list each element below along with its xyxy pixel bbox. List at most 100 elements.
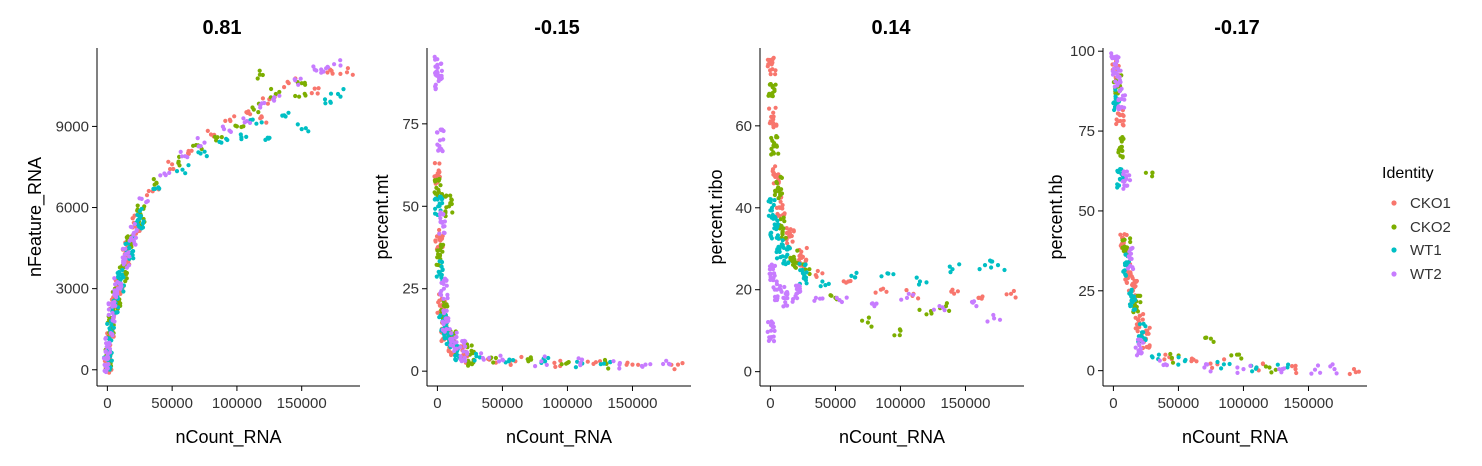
data-point xyxy=(924,280,929,285)
data-point xyxy=(1129,293,1134,298)
data-point xyxy=(1183,357,1188,363)
data-point xyxy=(120,246,125,251)
data-point xyxy=(829,293,834,298)
data-point xyxy=(437,315,442,320)
data-point xyxy=(776,151,781,156)
data-point xyxy=(439,338,444,344)
data-point xyxy=(158,173,163,178)
data-point xyxy=(768,232,773,237)
data-point xyxy=(529,357,534,362)
data-point xyxy=(947,308,952,313)
panel-title: -0.15 xyxy=(534,17,580,39)
data-point xyxy=(881,286,886,291)
data-point xyxy=(110,332,115,337)
data-point xyxy=(437,303,442,308)
data-point xyxy=(139,196,144,201)
legend-label-wt2: WT2 xyxy=(1410,266,1442,283)
data-point xyxy=(131,256,136,261)
data-point xyxy=(135,212,140,217)
data-point xyxy=(462,338,467,343)
data-point xyxy=(533,364,538,369)
data-point xyxy=(316,86,321,91)
data-point xyxy=(891,272,896,277)
data-point xyxy=(443,316,448,321)
data-point xyxy=(1128,239,1133,245)
data-point xyxy=(257,68,262,73)
data-point xyxy=(106,342,112,347)
data-point xyxy=(848,278,853,284)
data-point xyxy=(171,166,176,172)
data-point xyxy=(785,296,790,301)
data-point xyxy=(1273,367,1278,372)
data-point xyxy=(1137,322,1142,327)
data-point xyxy=(785,241,790,246)
data-point xyxy=(780,206,785,211)
data-point xyxy=(771,278,776,283)
data-point xyxy=(773,164,778,169)
data-point xyxy=(797,261,802,266)
data-point xyxy=(1248,363,1253,368)
data-point xyxy=(448,201,453,206)
data-point xyxy=(553,364,558,369)
data-point xyxy=(1121,123,1126,128)
data-point xyxy=(1121,179,1126,184)
data-point xyxy=(865,320,871,325)
data-point xyxy=(439,68,444,73)
data-point xyxy=(123,279,128,284)
data-point xyxy=(611,359,616,364)
data-point xyxy=(1113,79,1118,84)
y-tick-label: 0 xyxy=(1087,363,1095,380)
data-point xyxy=(771,151,777,156)
data-point xyxy=(131,230,136,235)
data-point xyxy=(630,362,635,367)
data-point xyxy=(804,270,809,275)
data-point xyxy=(771,285,776,290)
data-point xyxy=(332,62,337,67)
data-point xyxy=(153,186,158,191)
data-point xyxy=(448,193,453,198)
data-point xyxy=(277,89,282,95)
data-point xyxy=(1120,148,1125,153)
x-tick-label: 50000 xyxy=(482,395,524,412)
data-point xyxy=(1137,313,1142,318)
data-point xyxy=(1116,55,1121,60)
data-point xyxy=(1334,371,1339,376)
x-tick-label: 50000 xyxy=(151,395,193,412)
data-point xyxy=(119,272,125,277)
data-point xyxy=(325,70,330,75)
data-point xyxy=(438,216,443,221)
data-point xyxy=(491,360,496,365)
data-point xyxy=(1127,178,1133,183)
data-point xyxy=(436,189,441,195)
data-point xyxy=(453,335,458,340)
data-point xyxy=(138,214,143,219)
data-point xyxy=(800,267,805,273)
data-point xyxy=(559,362,564,367)
data-point xyxy=(438,219,443,224)
data-point xyxy=(1235,365,1240,370)
x-tick-label: 150000 xyxy=(1283,395,1333,412)
data-point xyxy=(265,135,270,140)
data-point xyxy=(802,263,808,268)
x-tick-label: 150000 xyxy=(607,395,657,412)
data-point xyxy=(177,163,182,168)
data-point xyxy=(479,351,484,356)
data-point xyxy=(1128,251,1134,256)
data-point xyxy=(341,87,346,92)
data-point xyxy=(765,329,770,334)
data-point xyxy=(774,279,779,284)
y-axis-title: percent.ribo xyxy=(706,169,726,264)
data-point xyxy=(640,364,645,369)
data-point xyxy=(1117,89,1122,94)
data-point xyxy=(771,334,776,339)
data-point xyxy=(854,270,859,275)
data-point xyxy=(434,177,440,182)
data-point xyxy=(995,263,1001,268)
legend: Identity CKO1 CKO2 WT1 WT2 xyxy=(1382,165,1451,283)
data-point xyxy=(121,289,126,294)
data-point xyxy=(139,206,144,211)
data-point xyxy=(447,327,452,332)
data-point xyxy=(1227,361,1232,367)
data-point xyxy=(767,264,773,269)
